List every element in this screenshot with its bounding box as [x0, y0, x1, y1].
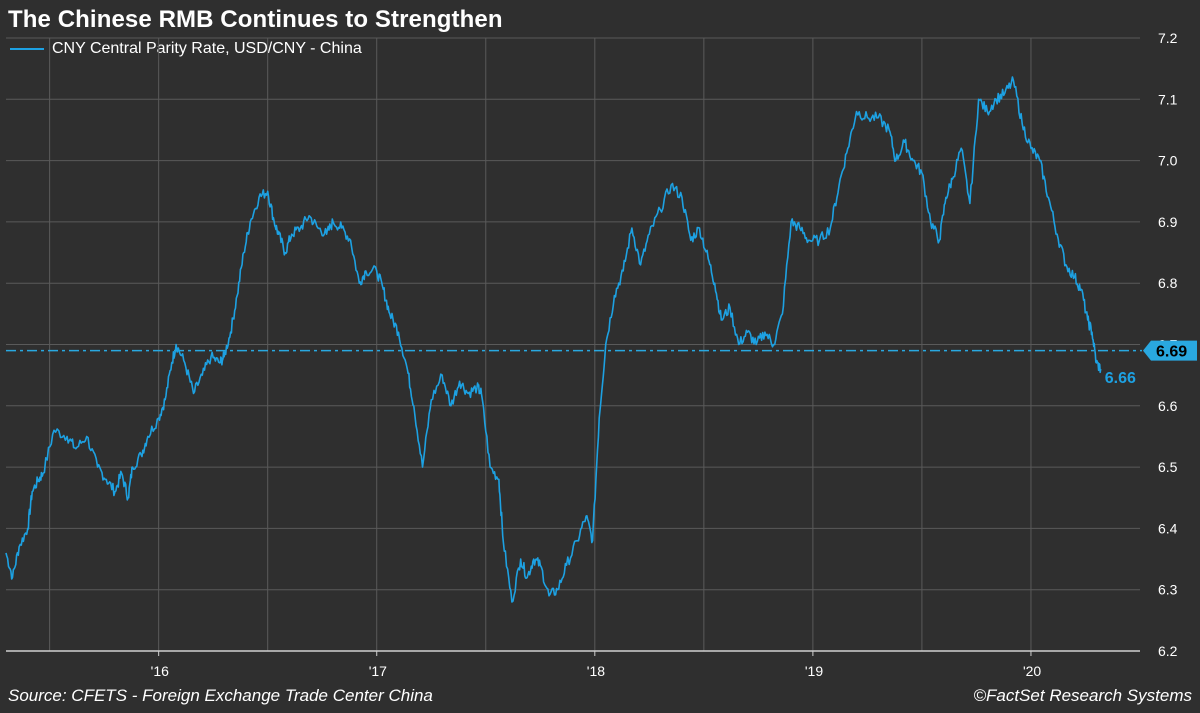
legend-label: CNY Central Parity Rate, USD/CNY - China: [52, 40, 362, 57]
y-tick-label: 6.9: [1158, 214, 1178, 230]
y-tick-label: 6.8: [1158, 275, 1178, 291]
y-tick-label: 6.3: [1158, 582, 1178, 598]
reference-tag: [1143, 340, 1197, 361]
x-tick-label: '18: [587, 663, 605, 679]
y-tick-label: 6.2: [1158, 643, 1178, 659]
y-tick-label: 7.0: [1158, 153, 1178, 169]
x-tick-label: '19: [805, 663, 823, 679]
y-tick-label: 7.2: [1158, 30, 1178, 46]
y-tick-label: 6.5: [1158, 459, 1178, 475]
series-line-cny: [5, 76, 1102, 603]
x-tick-label: '17: [369, 663, 387, 679]
y-tick-label: 6.6: [1158, 398, 1178, 414]
legend: CNY Central Parity Rate, USD/CNY - China: [10, 40, 362, 58]
x-tick-label: '16: [151, 663, 169, 679]
source-note: Source: CFETS - Foreign Exchange Trade C…: [8, 686, 433, 705]
y-tick-label: 7.1: [1158, 91, 1178, 107]
copyright-note: ©FactSet Research Systems: [973, 686, 1193, 705]
x-tick-label: '20: [1023, 663, 1041, 679]
y-tick-label: 6.4: [1158, 520, 1178, 536]
last-value-label: 6.66: [1105, 370, 1136, 387]
chart-title: The Chinese RMB Continues to Strengthen: [8, 6, 503, 33]
legend-swatch: [10, 48, 44, 50]
reference-tag-label: 6.69: [1156, 344, 1187, 361]
